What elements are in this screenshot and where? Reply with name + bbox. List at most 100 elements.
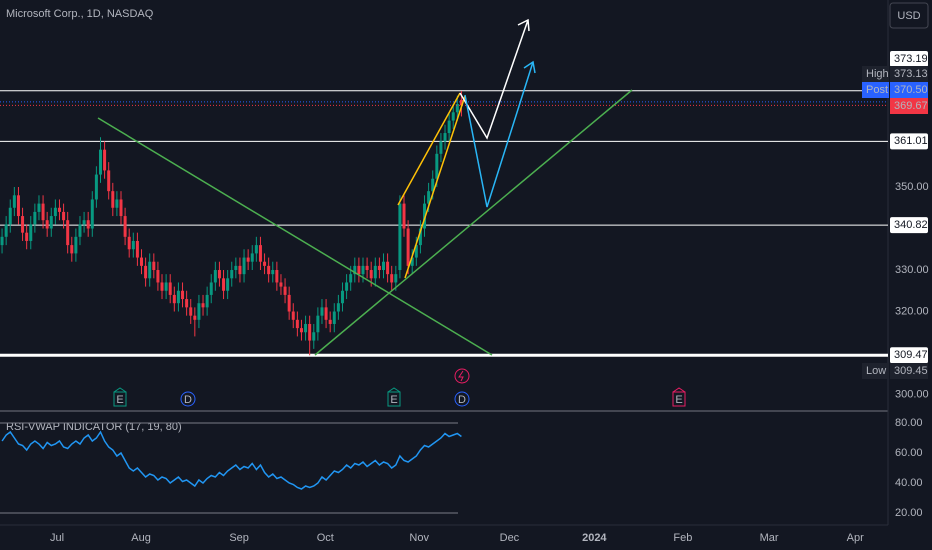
projection-path — [459, 19, 529, 140]
currency-box[interactable] — [889, 2, 929, 29]
tag-value: 309.45 — [894, 365, 928, 377]
candle-body — [279, 282, 283, 287]
candle-body — [304, 323, 308, 333]
candle-body — [402, 203, 406, 229]
candle-body — [33, 211, 37, 225]
candle-body — [103, 149, 107, 171]
candle-body — [57, 207, 61, 212]
tag-value: 370.50 — [894, 84, 928, 96]
candle-body — [115, 199, 119, 208]
candle-body — [53, 207, 57, 217]
candle-body — [336, 303, 340, 312]
candle-body — [226, 278, 230, 291]
candle-body — [377, 265, 381, 271]
candle-body — [394, 274, 398, 283]
candle-body — [193, 315, 197, 320]
currency[interactable]: USD — [897, 10, 920, 22]
tag-value-box — [890, 66, 928, 82]
candle-body — [291, 311, 295, 320]
channel-line — [404, 95, 466, 279]
price-label: 340.82 — [894, 219, 928, 231]
candle-body — [353, 265, 357, 275]
split-bolt — [458, 370, 464, 382]
event-marker[interactable]: D — [180, 391, 196, 407]
candle-body — [131, 240, 135, 250]
candle-body — [111, 191, 115, 208]
candle-body — [181, 290, 185, 300]
candle-body — [41, 203, 45, 221]
price-label: 309.47 — [894, 349, 928, 361]
candle-body — [82, 220, 86, 225]
event-icon — [672, 387, 686, 407]
candle-body — [447, 120, 451, 134]
price-label-box — [890, 217, 928, 234]
event-icon — [180, 391, 196, 407]
candle-body — [230, 270, 234, 279]
x-tick-label: Aug — [131, 532, 151, 544]
candle-body — [238, 265, 242, 275]
candle-body — [119, 199, 123, 217]
tag-value-box — [890, 98, 928, 114]
arrow-head — [517, 18, 530, 32]
candle-body — [21, 216, 25, 233]
candle-body — [345, 282, 349, 291]
x-tick-label: Feb — [673, 532, 692, 544]
candle-body — [373, 265, 377, 279]
trend-line — [314, 89, 633, 356]
x-tick-label: Apr — [847, 532, 864, 544]
candle-body — [29, 224, 33, 241]
event-marker[interactable]: E — [387, 387, 401, 407]
trend-line — [97, 117, 493, 356]
price-label: 361.01 — [894, 135, 928, 147]
y-tick-label: 20.00 — [895, 507, 923, 519]
candle-body — [86, 220, 90, 229]
event-marker[interactable]: D — [454, 391, 470, 407]
tag-value-box — [890, 82, 928, 98]
x-tick-label: Sep — [229, 532, 249, 544]
candle-body — [140, 257, 144, 266]
indicator-line — [1, 430, 462, 490]
candle-body — [172, 294, 176, 304]
event-marker[interactable]: E — [113, 387, 127, 407]
arrow-head — [523, 60, 536, 74]
candle-body — [45, 220, 49, 229]
candle-body — [164, 282, 168, 291]
candle-body — [152, 261, 156, 271]
candle-body — [295, 319, 299, 329]
candle-body — [4, 224, 8, 237]
candle-body — [254, 245, 258, 254]
event-icon — [387, 387, 401, 407]
candle-body — [246, 257, 250, 262]
price-label-box — [890, 347, 928, 364]
split-icon — [454, 368, 470, 384]
candle-body — [201, 303, 205, 308]
candle-body — [299, 328, 303, 333]
x-tick-label: 2024 — [582, 532, 607, 544]
drawings — [97, 18, 633, 356]
candle-body — [90, 199, 94, 229]
candle-body — [263, 261, 267, 266]
candle-body — [16, 195, 20, 217]
candle-body — [312, 332, 316, 341]
x-tick-label: Dec — [500, 532, 520, 544]
candle-body — [185, 299, 189, 308]
candle-body — [324, 307, 328, 320]
event-marker[interactable]: E — [672, 387, 686, 407]
candle-body — [427, 191, 431, 204]
candle-body — [423, 203, 427, 229]
y-tick-label: 320.00 — [895, 305, 929, 317]
candle-body — [382, 261, 386, 271]
candle-body — [349, 274, 353, 283]
candle-body — [459, 99, 463, 106]
candle-body — [160, 282, 164, 291]
event-label: E — [390, 394, 397, 406]
candle-body — [443, 133, 447, 142]
candle-body — [451, 112, 455, 121]
candle-body — [320, 307, 324, 316]
price-label-box — [890, 51, 928, 67]
candle-body — [213, 270, 217, 283]
y-tick-label: 330.00 — [895, 264, 929, 276]
candle-body — [267, 265, 271, 275]
candle-body — [135, 240, 139, 258]
